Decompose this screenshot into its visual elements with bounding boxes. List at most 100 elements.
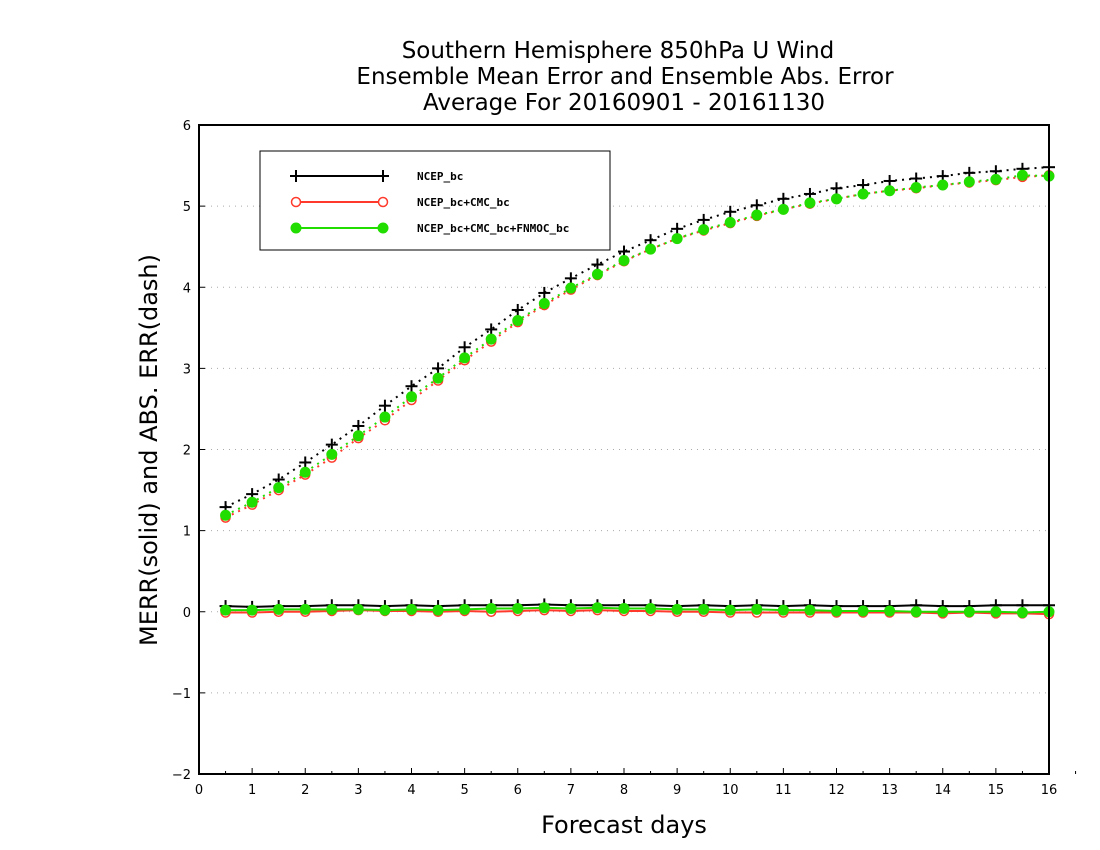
abs-err-point: [831, 193, 842, 205]
abs-err-point: [910, 181, 922, 193]
merr-point: [804, 604, 816, 616]
title-line-2: Ensemble Mean Error and Ensemble Abs. Er…: [356, 64, 894, 90]
legend-box: [259, 150, 611, 251]
series-2: [220, 169, 1055, 619]
abs-err-point: [458, 341, 471, 354]
x-tick-label: 13: [881, 783, 898, 798]
abs-err-point: [432, 362, 445, 375]
abs-err-point: [512, 315, 524, 327]
abs-err-point: [564, 272, 577, 285]
abs-err-point: [538, 297, 550, 309]
merr-point: [645, 603, 657, 615]
merr-point: [1016, 607, 1028, 619]
chart-title: Southern Hemisphere 850hPa U Wind Ensemb…: [356, 38, 894, 116]
merr-point: [406, 603, 417, 615]
abs-err-point: [724, 205, 737, 218]
legend-item: NCEP_bc: [290, 170, 463, 183]
merr-point: [512, 603, 524, 615]
x-axis-label: Forecast days: [541, 811, 707, 839]
y-tick-label: 5: [183, 200, 191, 215]
x-tick-label: 3: [354, 783, 362, 798]
y-tick-label: 3: [183, 362, 191, 377]
y-tick-label: 2: [183, 444, 191, 459]
x-tick-label: 11: [775, 783, 792, 798]
abs-err-point: [618, 254, 630, 266]
y-tick-label: 4: [183, 281, 191, 296]
merr-point: [884, 605, 896, 617]
abs-err-point: [884, 185, 896, 197]
abs-err-point: [246, 496, 258, 508]
abs-err-point: [777, 203, 789, 215]
abs-err-point: [698, 224, 710, 236]
abs-err-point: [1016, 169, 1028, 181]
legend-marker: [377, 170, 389, 182]
merr-point: [831, 605, 842, 617]
x-tick-label: 6: [514, 783, 522, 798]
abs-err-point: [645, 243, 657, 255]
y-tick-label: 6: [183, 119, 191, 134]
merr-point: [220, 604, 232, 616]
merr-point: [777, 604, 789, 616]
abs-err-point: [299, 456, 312, 469]
merr-point: [379, 604, 391, 616]
x-tick-label: 14: [934, 783, 951, 798]
legend: NCEP_bc NCEP_bc+CMC_bc NCEP_bc+CMC_bc+FNMO…: [259, 150, 611, 251]
abs-err-point: [511, 303, 524, 316]
x-tick-label: 7: [567, 783, 575, 798]
x-tick-label: 0: [195, 783, 203, 798]
merr-point: [432, 604, 444, 616]
merr-point: [937, 606, 949, 618]
series-layer: [219, 161, 1055, 620]
title-line-3: Average For 20160901 - 20161130: [423, 90, 825, 116]
merr-point: [857, 605, 869, 617]
abs-err-point: [565, 282, 577, 294]
legend-item: NCEP_bc+CMC_bc: [290, 196, 510, 209]
legend-items: NCEP_bc NCEP_bc+CMC_bc NCEP_bc+CMC_bc+FNMO…: [290, 170, 569, 235]
x-tick-label: 10: [722, 783, 739, 798]
merr-point: [538, 602, 550, 614]
x-tick-label: 5: [460, 783, 468, 798]
merr-point: [565, 603, 577, 615]
abs-err-point: [538, 286, 551, 299]
abs-err-point: [750, 199, 763, 212]
abs-err-point: [352, 430, 364, 442]
merr-point: [618, 603, 630, 615]
abs-err-point: [591, 258, 604, 271]
merr-point: [485, 603, 497, 615]
x-axis: 0 1 2 3 4 5 6 7 8 9 10 11 12 13 14 15 16: [195, 768, 1077, 798]
abs-err-point: [883, 174, 896, 187]
abs-err-point: [406, 391, 417, 403]
x-tick-label: 9: [673, 783, 681, 798]
merr-point: [352, 603, 364, 615]
abs-err-point: [857, 188, 869, 200]
legend-label: NCEP_bc: [417, 170, 463, 183]
y-axis-label: MERR(solid) and ABS. ERR(dash): [135, 254, 163, 646]
merr-point: [273, 603, 285, 615]
x-tick-label: 16: [1041, 783, 1058, 798]
x-tick-label: 1: [248, 783, 256, 798]
merr-point: [990, 606, 1002, 618]
legend-item: NCEP_bc+CMC_bc+FNMOC_bc: [290, 222, 569, 235]
y-tick-label: 0: [183, 606, 191, 621]
abs-err-point: [963, 176, 975, 188]
abs-err-point: [485, 333, 497, 345]
abs-err-point: [459, 352, 471, 364]
x-tick-label: 8: [620, 783, 628, 798]
merr-point: [326, 603, 338, 615]
abs-err-point: [830, 182, 843, 195]
abs-err-point: [990, 173, 1002, 185]
abs-err-point: [273, 482, 285, 494]
abs-err-point: [697, 213, 710, 226]
merr-point: [751, 603, 763, 615]
merr-point: [671, 603, 683, 615]
merr-point: [299, 603, 311, 615]
x-tick-label: 4: [407, 783, 415, 798]
merr-point: [246, 604, 258, 616]
legend-marker: [377, 222, 389, 234]
abs-err-line: [225, 166, 1050, 508]
y-tick-label: 1: [183, 525, 191, 540]
legend-marker: [290, 222, 302, 234]
abs-err-point: [937, 179, 949, 191]
abs-err-point: [379, 411, 391, 423]
